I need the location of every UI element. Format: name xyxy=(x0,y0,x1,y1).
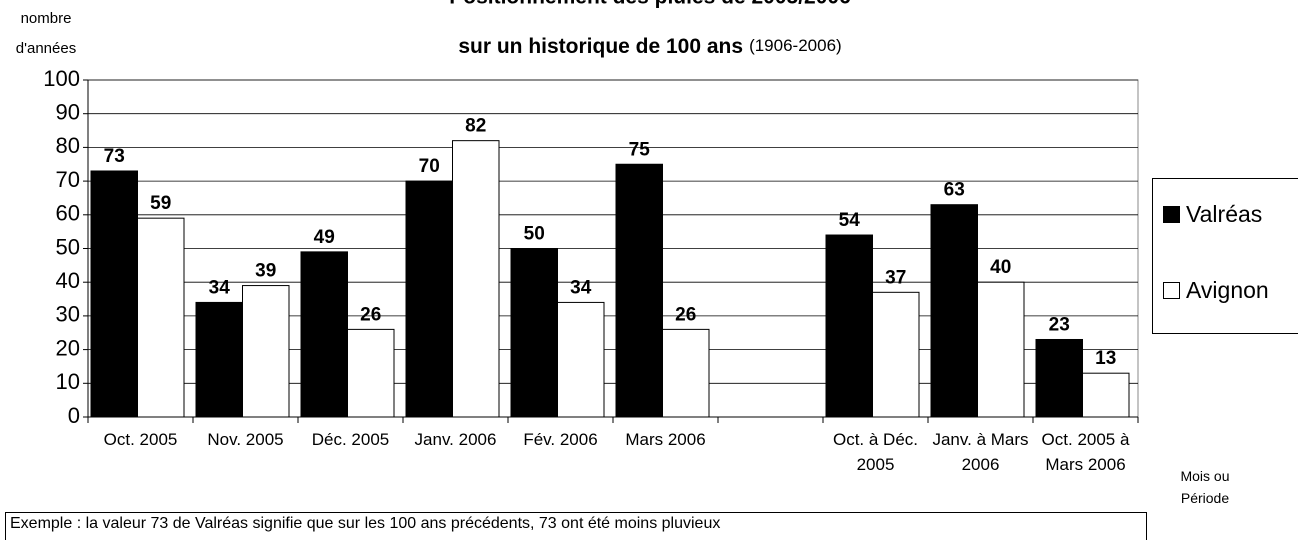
bar xyxy=(242,285,290,418)
bar xyxy=(452,140,500,418)
x-tick-label: Oct. 2005 xyxy=(103,430,178,449)
data-label: 37 xyxy=(885,267,906,288)
x-tick-label: Mars 2006 xyxy=(625,430,706,449)
bar xyxy=(347,328,395,418)
bar xyxy=(137,217,185,418)
x-tick-label: Nov. 2005 xyxy=(207,430,284,449)
data-label: 50 xyxy=(524,224,545,245)
x-tick-label: Oct. à Déc. 2005 xyxy=(832,430,919,474)
data-label: 26 xyxy=(675,304,696,325)
legend-item: Avignon xyxy=(1163,277,1269,304)
legend: Valréas Avignon xyxy=(1152,178,1298,334)
bar xyxy=(930,204,978,418)
legend-label: Avignon xyxy=(1186,277,1269,303)
legend-swatch xyxy=(1163,282,1180,299)
x-tick-label: Fév. 2006 xyxy=(523,430,598,449)
data-label: 49 xyxy=(314,227,335,248)
bar xyxy=(195,301,243,418)
bar xyxy=(615,163,663,418)
data-label: 26 xyxy=(360,304,381,325)
data-label: 75 xyxy=(629,139,651,160)
x-axis-label: Mois ou Période xyxy=(1180,468,1230,506)
data-label: 34 xyxy=(209,277,231,298)
data-label: 73 xyxy=(104,146,125,167)
y-tick-label: 40 xyxy=(56,268,80,293)
bar xyxy=(662,328,710,418)
bar xyxy=(510,248,558,418)
data-label: 63 xyxy=(944,180,965,201)
data-label: 34 xyxy=(570,277,592,298)
y-tick-label: 70 xyxy=(56,167,80,192)
subtitle: sur un historique de 100 ans xyxy=(458,35,743,58)
bar xyxy=(872,291,920,418)
x-tick-label: Oct. 2005 à Mars 2006 xyxy=(1041,430,1130,474)
data-label: 40 xyxy=(990,257,1011,278)
legend-swatch xyxy=(1163,206,1180,223)
legend-item: Valréas xyxy=(1163,201,1262,228)
bar xyxy=(1035,338,1083,418)
y-tick-label: 0 xyxy=(68,403,80,428)
y-tick-label: 30 xyxy=(56,302,80,327)
bar xyxy=(825,234,873,418)
bar xyxy=(405,180,453,418)
data-label: 54 xyxy=(839,210,861,231)
data-label: 23 xyxy=(1049,315,1070,336)
y-tick-label: 90 xyxy=(56,100,80,125)
bar xyxy=(300,251,348,418)
y-tick-label: 80 xyxy=(56,133,80,158)
y-tick-label: 100 xyxy=(43,66,80,91)
x-tick-label: Déc. 2005 xyxy=(311,430,390,449)
data-label: 70 xyxy=(419,156,440,177)
y-tick-label: 50 xyxy=(56,234,80,259)
y-tick-label: 20 xyxy=(56,335,80,360)
y-axis-label: nombre d'années xyxy=(15,10,77,57)
subtitle-note: (1906-2006) xyxy=(749,36,842,55)
bar xyxy=(977,281,1025,418)
data-label: 13 xyxy=(1095,348,1116,369)
note: Exemple : la valeur 73 de Valréas signif… xyxy=(5,512,1147,540)
y-tick-label: 10 xyxy=(56,369,80,394)
chart-title: Positionnement des pluies de 2005/2006 xyxy=(449,0,851,9)
x-tick-label: Janv. à Mars 2006 xyxy=(932,430,1029,474)
bar xyxy=(90,170,138,418)
x-tick-label: Janv. 2006 xyxy=(414,430,497,449)
bar xyxy=(557,301,605,418)
legend-label: Valréas xyxy=(1186,201,1263,227)
data-label: 82 xyxy=(465,116,486,137)
data-label: 39 xyxy=(255,261,276,282)
bar xyxy=(1082,372,1130,418)
y-tick-label: 60 xyxy=(56,201,80,226)
chart-subtitle: sur un historique de 100 ans (1906-2006) xyxy=(458,35,841,58)
data-label: 59 xyxy=(150,193,171,214)
